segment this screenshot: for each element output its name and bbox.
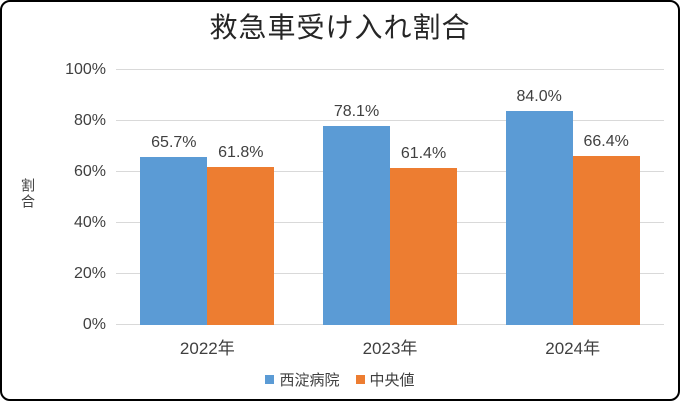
bar-median: 66.4%	[572, 133, 640, 325]
bar-nishiyodo-hospital: 65.7%	[140, 134, 208, 325]
x-axis-category-label: 2024年	[545, 339, 601, 358]
legend-item-median: 中央値	[355, 369, 415, 390]
bar-value-label: 61.4%	[400, 145, 447, 163]
bar-value-label: 84.0%	[516, 87, 562, 105]
y-axis-tick-label: 0%	[82, 316, 106, 333]
chart-title: 救急車受け入れ割合	[209, 12, 471, 43]
bar-nishiyodo-hospital: 84.0%	[505, 88, 573, 325]
gridline	[116, 69, 664, 70]
x-axis-category-label: 2023年	[362, 339, 418, 358]
bar-median: 61.4%	[390, 145, 457, 325]
bar-value-label: 65.7%	[151, 134, 197, 152]
bar-value-label: 78.1%	[333, 102, 380, 120]
bar-group: 84.0% 66.4% 2024年	[481, 70, 664, 358]
legend-swatch-median	[355, 375, 365, 384]
bar-nishiyodo-hospital: 78.1%	[323, 103, 390, 325]
y-axis-tick-label: 100%	[65, 61, 106, 78]
y-axis-tick-label: 80%	[73, 112, 106, 129]
legend: 西淀病院 中央値	[2, 369, 678, 390]
gridline	[116, 120, 664, 121]
bar-value-label: 61.8%	[218, 144, 264, 162]
y-axis-tick-label: 60%	[73, 163, 106, 180]
legend-item-nishiyodo-hospital: 西淀病院	[265, 369, 340, 390]
bar-group: 65.7% 61.8% 2022年	[116, 70, 299, 358]
plot-area: 65.7% 61.8% 2022年 78.1% 61.4% 2023年 84.0% 66.4%…	[116, 69, 664, 358]
y-axis-tick-label: 40%	[73, 214, 106, 231]
bar-groups-layer: 65.7% 61.8% 2022年 78.1% 61.4% 2023年 84.0% 66.4%…	[116, 70, 664, 358]
bar-group: 78.1% 61.4% 2023年	[299, 70, 482, 358]
x-axis-category-label: 2022年	[179, 339, 235, 358]
bar-value-label: 66.4%	[583, 132, 629, 150]
bar-median: 61.8%	[207, 144, 275, 325]
y-axis-tick-label: 20%	[73, 265, 106, 282]
legend-label-nishiyodo-hospital: 西淀病院	[279, 372, 340, 389]
legend-swatch-nishiyodo-hospital	[265, 375, 275, 384]
y-axis-title: 割合	[20, 178, 36, 210]
legend-label-median: 中央値	[369, 372, 415, 389]
